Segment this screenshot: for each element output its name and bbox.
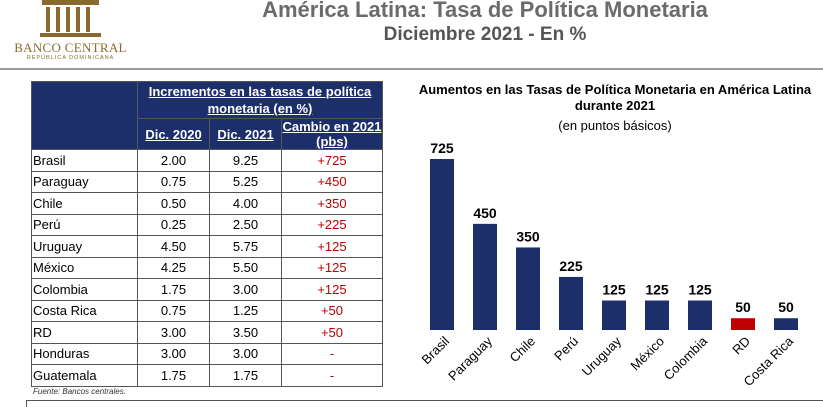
page-title: América Latina: Tasa de Política Monetar… — [262, 0, 708, 22]
country-cell: RD — [31, 321, 138, 344]
dic-2021-cell: 4.00 — [209, 192, 282, 215]
bank-logo: BANCO CENTRAL REPÚBLICA DOMINICANA — [8, 0, 133, 62]
dic-2021-cell: 5.50 — [209, 256, 282, 279]
col-change: Cambio en 2021 (pbs) — [281, 118, 383, 150]
dic-2020-cell: 2.00 — [137, 149, 210, 172]
col-dic-2021: Dic. 2021 — [209, 118, 282, 150]
dic-2021-cell: 3.50 — [209, 321, 282, 344]
chart-unit-label: (en puntos básicos) — [558, 118, 672, 133]
bar-uruguay — [602, 300, 626, 330]
table-body: Brasil 2.00 9.25 +725 Paraguay 0.75 5.25 +450 Ch… — [31, 149, 383, 387]
dic-2020-cell: 0.25 — [137, 213, 210, 236]
dic-2020-cell: 0.75 — [137, 170, 210, 193]
country-cell: Guatemala — [31, 364, 138, 387]
bar-value-label: 225 — [559, 258, 583, 274]
change-cell: +450 — [281, 170, 383, 193]
dic-2020-cell: 1.75 — [137, 364, 210, 387]
dic-2020-cell: 4.50 — [137, 235, 210, 258]
change-cell: +125 — [281, 235, 383, 258]
bar-méxico — [645, 300, 669, 330]
country-cell: Uruguay — [31, 235, 138, 258]
category-label: Chile — [507, 334, 539, 366]
table-row: Paraguay 0.75 5.25 +450 — [31, 170, 383, 193]
dic-2020-cell: 3.00 — [137, 342, 210, 365]
category-label: RD — [729, 334, 753, 358]
dic-2020-cell: 0.75 — [137, 299, 210, 322]
bar-paraguay — [473, 223, 497, 330]
dic-2020-cell: 3.00 — [137, 321, 210, 344]
bar-rd — [731, 318, 755, 330]
bar-value-label: 125 — [688, 282, 712, 298]
category-label: Colombia — [661, 333, 711, 383]
dic-2020-cell: 1.75 — [137, 278, 210, 301]
rates-table: Incrementos en las tasas de política mon… — [31, 81, 383, 387]
bar-colombia — [688, 300, 712, 330]
table-source: Fuente: Bancos centrales. — [33, 387, 126, 396]
table-row: Guatemala 1.75 1.75- — [31, 364, 383, 387]
change-cell: +50 — [281, 299, 383, 322]
table-row: Brasil 2.00 9.25 +725 — [31, 149, 383, 172]
change-cell: +125 — [281, 278, 383, 301]
bar-value-label: 50 — [778, 299, 794, 315]
table-row: Uruguay 4.50 5.75 +125 — [31, 235, 383, 258]
table-row: Colombia 1.75 3.00 +125 — [31, 278, 383, 301]
table-group-header: Incrementos en las tasas de política mon… — [137, 81, 383, 119]
bar-value-label: 125 — [645, 282, 669, 298]
bar-value-label: 50 — [735, 299, 751, 315]
bar-perú — [559, 276, 583, 330]
bar-value-label: 725 — [430, 140, 454, 156]
bar-costa-rica — [774, 318, 798, 330]
table-row: Chile 0.50 4.00 +350 — [31, 192, 383, 215]
dic-2021-cell: 3.00 — [209, 342, 282, 365]
dic-2021-cell: 9.25 — [209, 149, 282, 172]
change-cell: - — [281, 364, 383, 387]
table-row: Costa Rica 0.75 1.25 +50 — [31, 299, 383, 322]
category-label: Brasil — [419, 333, 453, 367]
change-cell: +50 — [281, 321, 383, 344]
category-label: México — [627, 334, 667, 374]
change-cell: +725 — [281, 149, 383, 172]
country-cell: Honduras — [31, 342, 138, 365]
logo-name: BANCO CENTRAL — [14, 40, 127, 55]
bar-value-label: 450 — [473, 205, 497, 221]
dic-2021-cell: 5.25 — [209, 170, 282, 193]
bar-chile — [516, 247, 540, 330]
table-row: Honduras 3.00 3.00- — [31, 342, 383, 365]
country-cell: Paraguay — [31, 170, 138, 193]
logo-subtitle: REPÚBLICA DOMINICANA — [26, 55, 115, 61]
change-cell: +125 — [281, 256, 383, 279]
change-cell: - — [281, 342, 383, 365]
page-subtitle: Diciembre 2021 - En % — [383, 24, 587, 45]
bar-chart: 725 Brasil 450 Paraguay 350 Chile 225 Perú 125 Ur… — [419, 140, 798, 389]
table-row: Perú 0.25 2.50 +225 — [31, 213, 383, 236]
dic-2021-cell: 1.25 — [209, 299, 282, 322]
header-divider — [0, 68, 823, 70]
chart-title: Aumentos en las Tasas de Política Moneta… — [418, 82, 812, 113]
country-cell: Brasil — [31, 149, 138, 172]
category-label: Paraguay — [445, 333, 495, 383]
country-cell: Chile — [31, 192, 138, 215]
dic-2021-cell: 1.75 — [209, 364, 282, 387]
dic-2020-cell: 4.25 — [137, 256, 210, 279]
dic-2021-cell: 3.00 — [209, 278, 282, 301]
country-cell: Perú — [31, 213, 138, 236]
dic-2021-cell: 2.50 — [209, 213, 282, 236]
dic-2020-cell: 0.50 — [137, 192, 210, 215]
country-cell: Costa Rica — [31, 299, 138, 322]
bar-brasil — [430, 159, 454, 330]
country-cell: Colombia — [31, 278, 138, 301]
table-row: México 4.25 5.50 +125 — [31, 256, 383, 279]
dic-2021-cell: 5.75 — [209, 235, 282, 258]
bar-value-label: 350 — [516, 228, 540, 244]
change-cell: +225 — [281, 213, 383, 236]
bar-value-label: 125 — [602, 282, 626, 298]
bank-building-icon — [40, 0, 101, 37]
change-cell: +350 — [281, 192, 383, 215]
table-corner — [31, 81, 138, 150]
country-cell: México — [31, 256, 138, 279]
category-label: Perú — [551, 334, 581, 364]
col-dic-2020: Dic. 2020 — [137, 118, 210, 150]
table-row: RD 3.00 3.50 +50 — [31, 321, 383, 344]
category-label: Uruguay — [579, 333, 625, 379]
